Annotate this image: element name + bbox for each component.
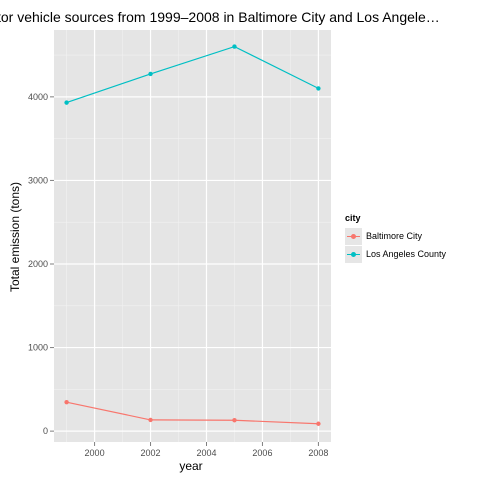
series-layer [64,44,321,426]
y-axis-label: Total emission (tons) [8,182,22,292]
y-tick-label: 4000 [28,92,48,102]
legend-label-los-angeles: Los Angeles County [366,249,447,259]
legend-item-baltimore: Baltimore City [345,227,446,245]
grid-lines [54,30,331,442]
series-line-baltimore-city [66,401,319,425]
chart-title: …om motor vehicle sources from 1999–2008… [0,9,440,25]
legend-point-baltimore [351,233,356,239]
legend-item-los-angeles: Los Angeles County [345,245,446,263]
x-tick-label: 2000 [85,448,105,458]
data-point-los-angeles-county [316,86,321,91]
legend: city Baltimore City Los Angeles County [345,213,446,263]
y-tick-label: 0 [43,426,48,436]
legend-label-baltimore: Baltimore City [366,231,423,241]
x-tick-label: 2006 [252,448,272,458]
data-point-los-angeles-county [64,100,69,105]
data-point-baltimore-city [232,418,237,423]
y-tick-label: 1000 [28,343,48,353]
legend-key-baltimore [345,227,362,245]
data-point-baltimore-city [148,417,153,423]
axes: 2000 2002 2004 2006 2008 0 1000 2000 3000 4000 [28,92,328,458]
x-tick-label: 2008 [308,448,328,458]
plot-panel [54,30,331,442]
plot-background [54,30,331,442]
y-tick-label: 3000 [28,175,48,185]
data-point-baltimore-city [64,399,69,405]
legend-point-los-angeles [351,251,356,257]
legend-key-los-angeles [345,245,362,263]
data-point-los-angeles-county [232,44,237,49]
x-axis-label: year [179,459,202,473]
series-line-los-angeles-county [66,45,319,104]
data-point-los-angeles-county [148,71,153,77]
x-tick-label: 2002 [141,448,161,458]
y-tick-label: 2000 [28,259,48,269]
legend-title: city [345,213,361,223]
data-point-baltimore-city [316,421,321,426]
x-tick-label: 2004 [196,448,216,458]
